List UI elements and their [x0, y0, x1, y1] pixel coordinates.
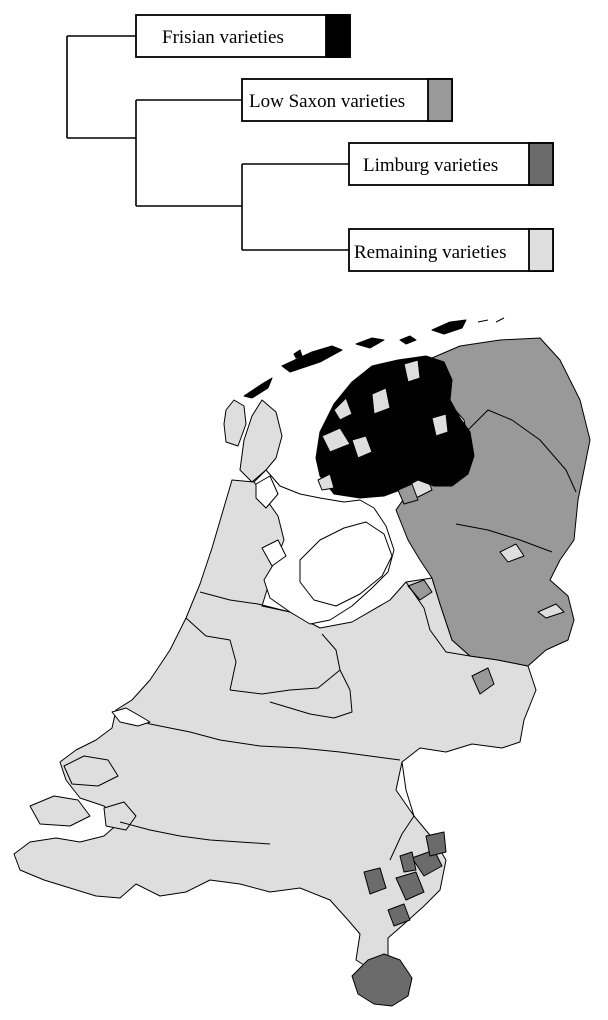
- dendrogram: Frisian varieties Low Saxon varieties Li…: [66, 14, 554, 272]
- leaf-label-frisian: Frisian varieties: [162, 27, 284, 48]
- island-ameland: [355, 337, 385, 349]
- region-limburg-2: [395, 871, 425, 901]
- island-tiny: [477, 317, 505, 323]
- water-harbour: [111, 707, 151, 727]
- region-remaining-northholland: [239, 399, 283, 483]
- region-remaining-patch-fr6: [431, 413, 449, 437]
- border-province-4: [405, 581, 471, 657]
- river-waal: [199, 591, 291, 613]
- region-remaining-patch-ne2: [537, 603, 565, 619]
- border-province-6: [119, 821, 271, 845]
- region-limburg-1: [363, 867, 387, 895]
- leaf-swatch-frisian: [325, 14, 351, 58]
- region-limburg-south: [351, 953, 413, 1007]
- leaf-swatch-remaining: [528, 228, 554, 272]
- leaf-swatch-lowsaxon: [427, 78, 453, 122]
- leaf-box: [348, 228, 554, 272]
- region-limburg-3: [411, 849, 443, 877]
- island-zeeland-2: [29, 795, 91, 827]
- border-province-ne: [455, 409, 577, 553]
- region-lowsaxon-patch2: [471, 667, 495, 695]
- island-terschelling: [281, 345, 343, 373]
- border-province-1: [185, 617, 237, 691]
- region-limburg-6: [399, 851, 417, 873]
- island-texel: [223, 399, 247, 447]
- border-province-3: [269, 669, 353, 719]
- water-lake-nh1: [255, 475, 279, 509]
- water-lake-nh2: [261, 539, 287, 567]
- dendrogram-branches: [66, 35, 349, 251]
- leaf-limburg: Limburg varieties: [348, 142, 554, 186]
- island-small: [293, 349, 303, 359]
- region-remaining-mainland: [13, 479, 537, 971]
- island-vlieland: [243, 377, 273, 399]
- leaf-swatch-limburg: [528, 142, 554, 186]
- region-remaining-patch-fr5: [351, 435, 373, 459]
- region-frisian: [315, 355, 475, 499]
- region-remaining-patch-fr4: [321, 427, 351, 453]
- leaf-box: [348, 142, 554, 186]
- leaf-label-lowsaxon: Low Saxon varieties: [249, 91, 405, 112]
- leaf-label-limburg: Limburg varieties: [363, 155, 498, 176]
- river-rhine: [111, 711, 401, 761]
- island-rottumeroog: [431, 319, 467, 335]
- region-remaining-patch-fr1: [333, 397, 353, 421]
- island-zeeland-1: [63, 755, 119, 787]
- region-lowsaxon-patch1: [407, 579, 433, 601]
- leaf-frisian: Frisian varieties: [135, 14, 351, 58]
- border-province-5: [389, 761, 415, 861]
- region-flevoland: [299, 521, 393, 607]
- region-remaining-patch-fr3: [403, 359, 421, 383]
- border-province-2: [229, 633, 341, 695]
- region-limburg-4: [425, 831, 447, 857]
- leaf-lowsaxon: Low Saxon varieties: [241, 78, 453, 122]
- leaf-label-remaining: Remaining varieties: [354, 242, 506, 263]
- region-remaining-patch-fr7: [317, 473, 335, 491]
- region-remaining-patch-fr2: [371, 387, 391, 415]
- island-zeeland-3: [103, 801, 137, 831]
- region-remaining-patch-ne1: [499, 543, 525, 563]
- region-lowsaxon-patch-fr: [397, 483, 419, 505]
- region-limburg-5: [387, 903, 411, 927]
- island-schiermonnikoog: [399, 335, 417, 345]
- leaf-remaining: Remaining varieties: [348, 228, 554, 272]
